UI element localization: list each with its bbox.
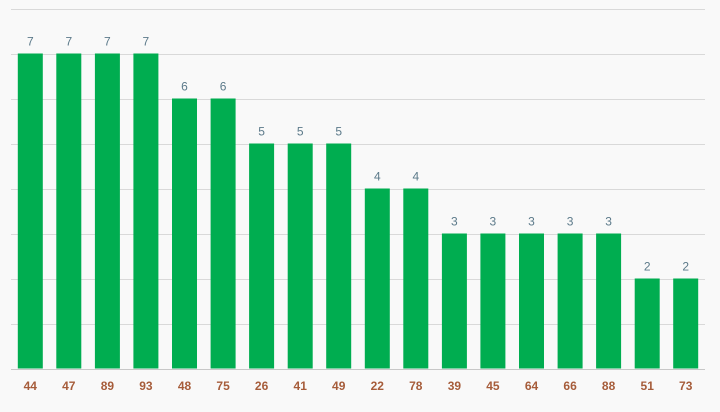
x-axis-tick-labels: 44 47 89 93 48 75 26 41 49 22 78 39 45 64 66 88 51 73 bbox=[24, 379, 693, 393]
grid-lines bbox=[11, 9, 705, 370]
value-label-41: 5 bbox=[297, 125, 304, 139]
value-label-73: 2 bbox=[682, 260, 689, 274]
x-tick-label-89: 89 bbox=[101, 379, 115, 393]
bar-51[interactable] bbox=[634, 278, 660, 369]
value-label-78: 4 bbox=[412, 170, 419, 184]
value-label-75: 6 bbox=[220, 80, 227, 94]
bar-49[interactable] bbox=[326, 143, 352, 369]
value-label-93: 7 bbox=[143, 35, 150, 49]
bar-64[interactable] bbox=[519, 233, 544, 369]
x-tick-label-22: 22 bbox=[371, 379, 385, 393]
x-tick-label-47: 47 bbox=[62, 379, 76, 393]
x-tick-label-73: 73 bbox=[679, 379, 693, 393]
x-tick-label-44: 44 bbox=[24, 379, 38, 393]
x-tick-label-48: 48 bbox=[178, 379, 192, 393]
x-tick-label-75: 75 bbox=[216, 379, 230, 393]
bar-22[interactable] bbox=[364, 188, 390, 369]
x-tick-label-49: 49 bbox=[332, 379, 346, 393]
bar-48[interactable] bbox=[172, 98, 197, 369]
x-tick-label-39: 39 bbox=[448, 379, 462, 393]
x-tick-label-64: 64 bbox=[525, 379, 539, 393]
value-label-39: 3 bbox=[451, 215, 458, 229]
value-label-51: 2 bbox=[644, 260, 651, 274]
value-label-64: 3 bbox=[528, 215, 535, 229]
value-label-48: 6 bbox=[181, 80, 188, 94]
value-label-22: 4 bbox=[374, 170, 381, 184]
bar-78[interactable] bbox=[403, 188, 429, 369]
bar-45[interactable] bbox=[480, 233, 506, 369]
bar-93[interactable] bbox=[133, 53, 159, 369]
bar-26[interactable] bbox=[249, 143, 275, 369]
value-label-66: 3 bbox=[567, 215, 574, 229]
value-label-26: 5 bbox=[258, 125, 265, 139]
x-tick-label-88: 88 bbox=[602, 379, 616, 393]
bar-47[interactable] bbox=[56, 53, 82, 369]
value-label-89: 7 bbox=[104, 35, 111, 49]
value-label-49: 5 bbox=[335, 125, 342, 139]
bar-88[interactable] bbox=[596, 233, 622, 369]
x-tick-label-66: 66 bbox=[563, 379, 577, 393]
x-tick-label-93: 93 bbox=[139, 379, 153, 393]
bar-44[interactable] bbox=[17, 53, 43, 369]
bar-73[interactable] bbox=[673, 278, 699, 369]
bar-41[interactable] bbox=[287, 143, 313, 369]
x-tick-label-26: 26 bbox=[255, 379, 269, 393]
value-label-47: 7 bbox=[65, 35, 72, 49]
value-label-88: 3 bbox=[605, 215, 612, 229]
bar-66[interactable] bbox=[557, 233, 583, 369]
value-label-45: 3 bbox=[490, 215, 497, 229]
value-label-44: 7 bbox=[27, 35, 34, 49]
value-labels: 7 7 7 7 6 6 5 5 5 4 4 3 3 3 3 3 2 2 bbox=[27, 35, 689, 274]
bar-39[interactable] bbox=[441, 233, 467, 369]
bar-75[interactable] bbox=[210, 98, 236, 369]
bars bbox=[17, 53, 699, 369]
bar-89[interactable] bbox=[94, 53, 120, 369]
x-tick-label-41: 41 bbox=[294, 379, 308, 393]
x-tick-label-45: 45 bbox=[486, 379, 500, 393]
x-tick-label-78: 78 bbox=[409, 379, 423, 393]
x-tick-label-51: 51 bbox=[641, 379, 655, 393]
